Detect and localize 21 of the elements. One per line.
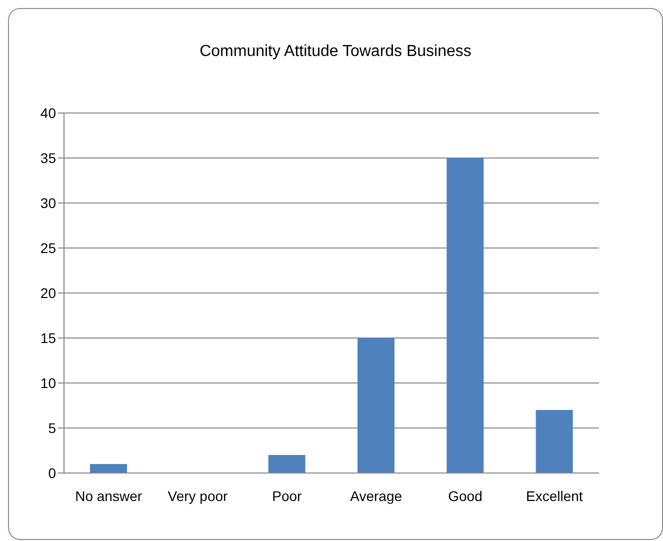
y-tick-label: 40 [40,104,56,121]
bar [536,410,573,473]
bar [446,158,484,473]
x-tick-label: Good [448,488,482,504]
y-tick-label: 30 [40,194,56,211]
y-tick-label: 20 [40,284,56,301]
x-tick-label: Excellent [526,488,583,504]
chart-title: Community Attitude Towards Business [198,43,472,61]
x-tick-label: Poor [272,488,302,504]
x-tick-label: Very poor [168,488,228,504]
y-tick-label: 25 [40,240,56,256]
y-tick-label: 10 [40,374,56,391]
y-tick-label: 5 [48,420,56,436]
y-tick-label: 0 [48,464,56,481]
y-tick-label: 35 [40,150,56,166]
bar [358,338,394,473]
y-tick-label: 15 [40,330,56,346]
bar [90,464,127,473]
x-tick-label: Average [350,488,402,504]
x-tick-label: No answer [75,488,142,504]
bar [268,455,306,473]
